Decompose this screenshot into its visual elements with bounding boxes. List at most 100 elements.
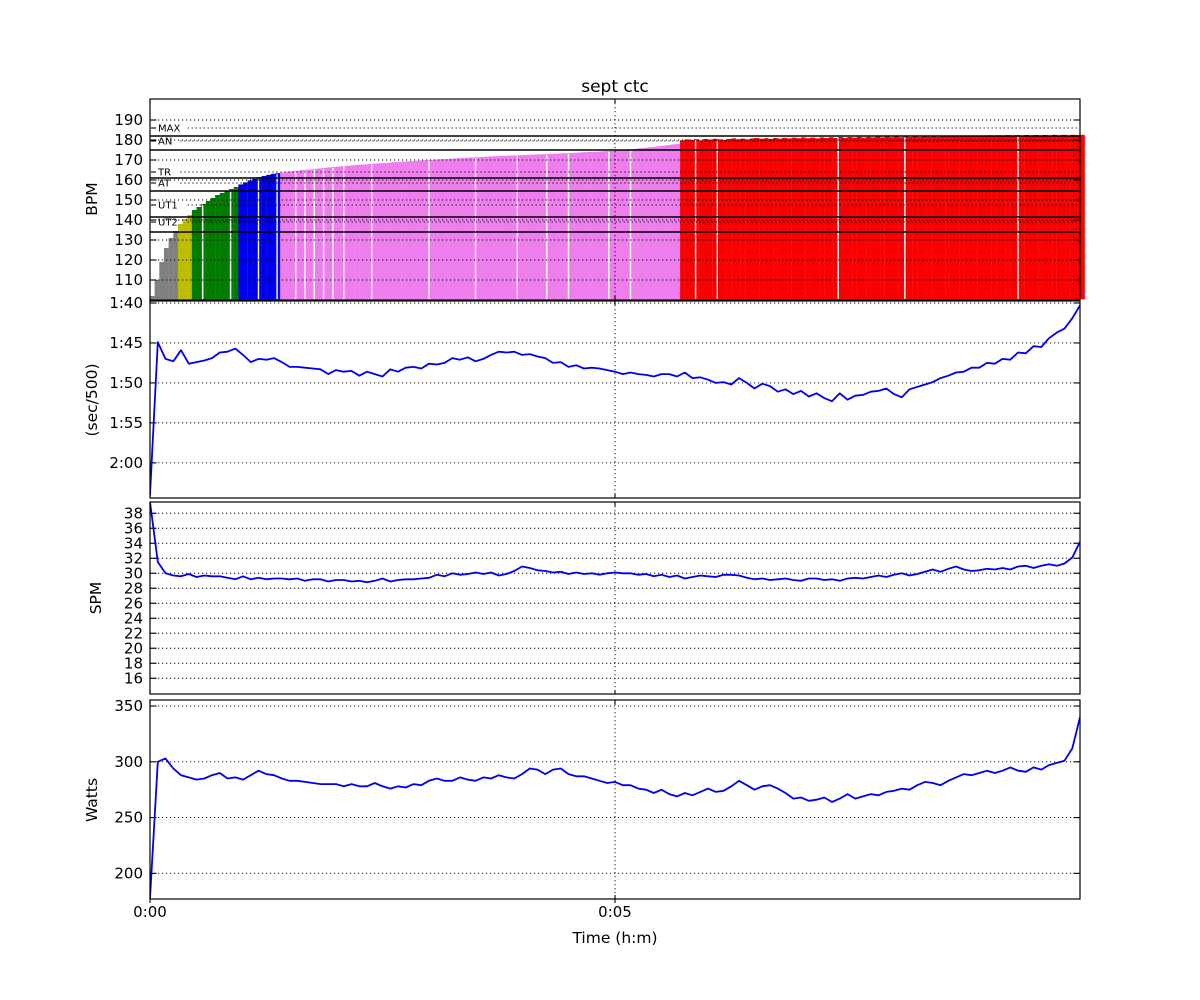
bpm-bar <box>912 136 918 300</box>
bpm-bar <box>391 162 397 300</box>
bpm-bar <box>847 137 853 300</box>
bpm-bar <box>326 167 332 300</box>
bpm-bar <box>150 296 155 300</box>
bpm-bar <box>801 137 806 300</box>
bpm-bar <box>684 139 690 300</box>
bpm-bar <box>252 178 258 300</box>
bpm-bar <box>694 139 699 300</box>
bpm-bar <box>191 210 197 300</box>
bpm-bar <box>182 219 188 300</box>
bpm-bar <box>675 144 681 300</box>
bpm-bar <box>991 136 997 300</box>
bpm-bar <box>219 193 225 300</box>
y-tick-label: 200 <box>114 864 143 882</box>
watts-axis-label: Watts <box>83 778 101 822</box>
bpm-bar <box>731 138 737 300</box>
bpm-bar <box>377 163 383 300</box>
bpm-bar <box>461 158 467 300</box>
bpm-bar <box>721 140 727 300</box>
bpm-bar <box>628 149 634 300</box>
bpm-bar <box>433 159 439 300</box>
bpm-bar <box>559 153 564 300</box>
bpm-bar <box>787 138 792 300</box>
bpm-bar <box>624 149 630 300</box>
bpm-bar <box>945 136 950 300</box>
y-tick-label: 1:40 <box>109 294 143 312</box>
zone-label-ut2: UT2 <box>158 218 178 229</box>
bpm-bar <box>796 138 802 300</box>
y-tick-label: 18 <box>124 654 143 672</box>
bpm-bar <box>759 138 764 300</box>
pace-subplot: 1:40 1:45 1:50 1:55 2:00 <box>109 294 1081 499</box>
zone-label-ut1: UT1 <box>158 201 178 212</box>
bpm-bar <box>577 152 583 300</box>
bpm-bar <box>424 160 430 300</box>
y-tick-label: 16 <box>124 669 143 687</box>
bpm-bar <box>275 173 281 300</box>
y-tick-label: 140 <box>114 211 143 229</box>
y-tick-label: 26 <box>124 594 143 612</box>
bpm-bar <box>526 154 532 300</box>
bpm-bar <box>498 156 504 300</box>
bpm-bar <box>768 139 774 300</box>
bpm-bar <box>256 177 262 300</box>
y-tick-label: 130 <box>114 231 143 249</box>
bpm-bar <box>475 157 481 300</box>
bpm-bar <box>205 201 211 300</box>
bpm-bar <box>336 166 341 300</box>
bpm-bar <box>331 167 337 300</box>
bpm-bar <box>935 136 941 300</box>
bpm-bar <box>642 147 648 300</box>
bpm-bar <box>294 170 299 300</box>
y-tick-label: 38 <box>124 504 143 522</box>
subplot-border <box>149 699 1081 900</box>
bpm-bar <box>168 238 174 300</box>
bpm-bar <box>610 150 616 300</box>
y-tick-label: 160 <box>114 171 143 189</box>
bpm-bar <box>229 189 234 300</box>
bpm-bar <box>810 137 816 300</box>
bpm-bar <box>317 168 323 300</box>
bpm-bar <box>382 163 388 300</box>
y-tick-label: 150 <box>114 191 143 209</box>
bpm-bar <box>429 159 434 300</box>
watts-subplot: 200 250 300 350 <box>114 697 1081 903</box>
x-axis-label: Time (h:m) <box>571 929 657 947</box>
bpm-bar <box>861 137 867 300</box>
y-tick-label: 36 <box>124 519 143 537</box>
bpm-bar <box>438 159 444 300</box>
bpm-bar <box>954 136 960 300</box>
bpm-bar <box>289 171 295 300</box>
bpm-bar <box>735 139 741 300</box>
y-tick-label: 32 <box>124 549 143 567</box>
bpm-bar <box>866 136 871 300</box>
bpm-bar <box>280 172 285 300</box>
bpm-bar <box>777 138 783 300</box>
bpm-bar <box>889 137 895 300</box>
bpm-bar <box>717 139 723 300</box>
bpm-bar <box>470 157 476 300</box>
bpm-bar <box>856 136 862 300</box>
bpm-bar <box>442 159 448 300</box>
y-tick-label: 120 <box>114 251 143 269</box>
bpm-bar <box>615 150 620 300</box>
bpm-bar <box>884 136 890 300</box>
zone-label-an: AN <box>158 137 172 148</box>
bpm-bar <box>177 224 183 300</box>
bpm-bar <box>396 162 402 300</box>
bpm-bar <box>159 262 165 300</box>
bpm-bar <box>163 248 169 300</box>
bpm-bar <box>447 158 453 300</box>
bpm-bar <box>773 138 778 300</box>
bpm-bar <box>1080 134 1085 300</box>
bpm-bar <box>805 138 811 300</box>
bpm-bar <box>312 168 318 300</box>
bpm-bar <box>838 137 843 300</box>
bpm-bar <box>833 138 839 300</box>
bpm-bar <box>745 139 750 300</box>
bpm-bar <box>689 140 695 300</box>
bpm-bar <box>963 136 969 300</box>
bpm-bar <box>563 153 569 300</box>
bpm-bar <box>973 136 978 300</box>
